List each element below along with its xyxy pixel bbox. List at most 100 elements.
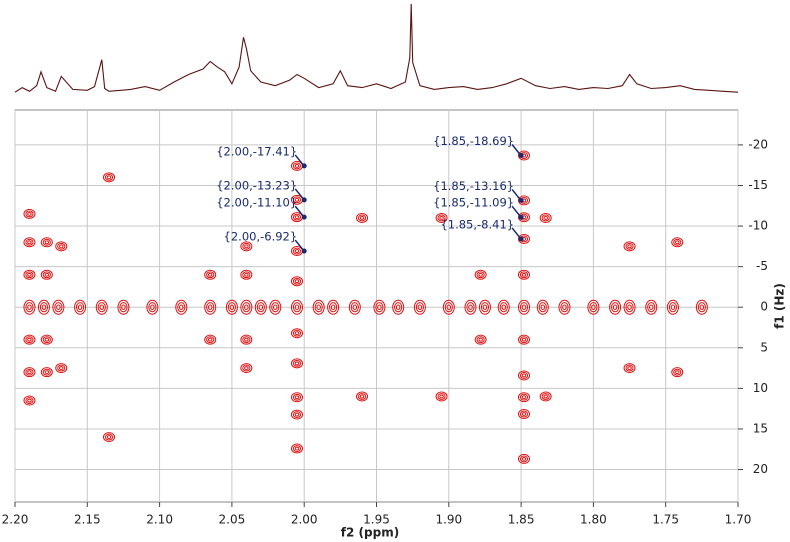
annotation-point: [518, 197, 524, 203]
contour-peak: [666, 299, 679, 315]
contour-ring: [273, 304, 278, 310]
contour-peak: [55, 241, 68, 252]
annotation-point: [301, 197, 307, 203]
y-tick-label: 10: [753, 381, 768, 395]
contour-peak: [435, 391, 448, 402]
contour-ring: [444, 302, 453, 313]
contour-ring: [415, 302, 424, 313]
contour-peak: [474, 334, 487, 345]
contour-peak: [23, 367, 36, 378]
contour-ring: [25, 271, 34, 279]
y-tick-label: -20: [748, 137, 768, 151]
contour-peak: [117, 299, 130, 315]
contour-ring: [292, 302, 302, 313]
contour-ring: [623, 241, 636, 252]
contour-ring: [670, 304, 676, 310]
annotation-label: {1.85,-13.16}: [433, 179, 514, 193]
contour-ring: [327, 299, 340, 315]
contour-ring: [697, 302, 706, 313]
annotation-label: {1.85,-18.69}: [433, 134, 514, 148]
contour-ring: [521, 373, 527, 378]
contour-ring: [517, 269, 530, 280]
contour-peak: [536, 299, 549, 315]
contour-peak: [517, 453, 530, 464]
contour-ring: [59, 366, 64, 371]
contour-ring: [517, 150, 530, 161]
contour-ring: [40, 237, 53, 248]
contour-peak: [290, 328, 303, 339]
contour-ring: [204, 299, 217, 315]
contour-ring: [242, 364, 251, 372]
contour-ring: [413, 299, 426, 315]
annotation-leader: [294, 239, 304, 251]
contour-ring: [42, 368, 51, 376]
contour-ring: [645, 299, 658, 315]
contour-peak: [435, 212, 448, 223]
contour-peak: [204, 269, 217, 280]
contour-ring: [521, 395, 527, 400]
contour-ring: [292, 411, 302, 419]
x-tick-label: 1.75: [652, 513, 679, 527]
annotation-point: [518, 214, 524, 220]
contour-ring: [316, 304, 321, 310]
contour-ring: [44, 337, 50, 342]
contour-ring: [647, 302, 656, 313]
contour-peak: [348, 299, 361, 315]
y-tick-label: 5: [760, 340, 768, 354]
contour-peak: [517, 409, 530, 420]
contour-ring: [207, 304, 213, 310]
contour-ring: [519, 393, 529, 401]
x-tick-label: 2.20: [2, 513, 29, 527]
contour-peak: [517, 299, 530, 315]
contour-ring: [666, 299, 679, 315]
contour-ring: [478, 272, 483, 277]
contour-peak: [95, 299, 108, 315]
contour-peak: [146, 299, 159, 315]
contour-ring: [77, 304, 83, 310]
contour-peak: [269, 299, 282, 315]
contour-peak: [497, 299, 510, 315]
contour-ring: [394, 302, 403, 313]
contour-ring: [312, 299, 325, 315]
contour-peak: [23, 208, 36, 219]
contour-ring: [357, 214, 367, 222]
contour-ring: [294, 249, 300, 253]
contour-ring: [521, 412, 527, 416]
contour-ring: [668, 302, 678, 313]
contour-ring: [478, 337, 483, 342]
contour-peak: [240, 269, 253, 280]
contour-peak: [517, 370, 530, 381]
contour-ring: [55, 241, 68, 252]
contour-ring: [348, 299, 361, 315]
contour-ring: [539, 212, 552, 223]
contour-peak: [55, 363, 68, 374]
contour-ring: [517, 453, 530, 464]
contour-ring: [23, 208, 36, 219]
contour-peak: [517, 392, 530, 403]
contour-ring: [121, 304, 126, 310]
contour-ring: [44, 240, 50, 245]
contour-ring: [673, 238, 682, 246]
contour-ring: [75, 302, 85, 313]
contour-peak: [290, 409, 303, 420]
contour-ring: [541, 393, 550, 400]
contour-ring: [292, 329, 302, 337]
y-tick-label: 20: [753, 462, 768, 476]
contour-ring: [329, 302, 338, 313]
contour-ring: [27, 211, 32, 216]
contour-ring: [175, 299, 188, 315]
contour-peak: [290, 246, 303, 257]
contour-ring: [294, 163, 300, 168]
contour-peak: [392, 299, 405, 315]
contour-ring: [699, 304, 705, 310]
contour-ring: [104, 173, 114, 181]
contour-peak: [240, 363, 253, 374]
x-tick-label: 1.70: [725, 513, 752, 527]
contour-ring: [695, 299, 708, 315]
contour-ring: [240, 363, 253, 374]
contour-ring: [536, 299, 549, 315]
contour-ring: [290, 409, 303, 420]
contour-ring: [294, 412, 300, 417]
contour-ring: [671, 237, 684, 248]
contour-ring: [27, 240, 32, 245]
